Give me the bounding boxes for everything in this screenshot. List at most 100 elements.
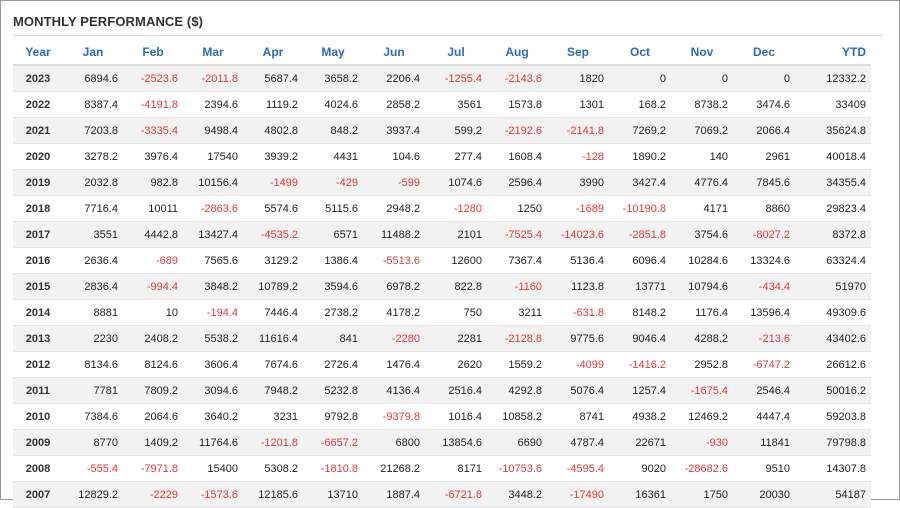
table-row: 2019 2032.8 982.8 10156.4 -1499 -429 -599 1074.… [13,169,871,196]
value-cell-sep: 8741 [547,403,609,430]
value-cell-may: 3594.6 [303,273,363,300]
value-cell-jan: 2636.4 [63,247,123,274]
value-cell-mar: 3094.6 [183,377,243,404]
value-cell-sep: 9775.6 [547,325,609,352]
year-cell: 2015 [13,273,63,300]
value-cell-mar: -1573.6 [183,481,243,508]
year-cell: 2008 [13,455,63,482]
value-cell-dec: -6747.2 [733,351,795,378]
value-cell-jun: -2280 [363,325,425,352]
value-cell-dec: 9510 [733,455,795,482]
value-cell-aug: 2596.4 [487,169,547,196]
value-cell-apr: 7674.6 [243,351,303,378]
value-cell-dec: 11841 [733,429,795,456]
value-cell-apr: 5687.4 [243,65,303,92]
value-cell-aug: 3448.2 [487,481,547,508]
value-cell-may: 4431 [303,143,363,170]
value-cell-aug: 1250 [487,195,547,222]
column-header-aug: Aug [487,40,547,66]
value-cell-nov: -930 [671,429,733,456]
value-cell-ytd: 12332.2 [795,65,871,92]
value-cell-apr: 10789.2 [243,273,303,300]
value-cell-mar: 3848.2 [183,273,243,300]
value-cell-ytd: 33409 [795,91,871,118]
value-cell-jun: 1476.4 [363,351,425,378]
table-row: 2010 7384.6 2064.6 3640.2 3231 9792.8 -9379.8 1… [13,403,871,430]
value-cell-aug: 10858.2 [487,403,547,430]
value-cell-mar: 13427.4 [183,221,243,248]
value-cell-feb: 2408.2 [123,325,183,352]
value-cell-jan: 8770 [63,429,123,456]
value-cell-jun: 2206.4 [363,65,425,92]
value-cell-ytd: 14307.8 [795,455,871,482]
value-cell-jul: 1016.4 [425,403,487,430]
value-cell-dec: 2961 [733,143,795,170]
value-cell-dec: -434.4 [733,273,795,300]
value-cell-jan: 8881 [63,299,123,326]
value-cell-apr: 1119.2 [243,91,303,118]
year-cell: 2010 [13,403,63,430]
table-row: 2007 12829.2 -2229 -1573.6 12185.6 13710 1887.… [13,481,871,508]
value-cell-feb: -2229 [123,481,183,508]
value-cell-dec: -8027.2 [733,221,795,248]
value-cell-dec: 7845.6 [733,169,795,196]
value-cell-jan: 2230 [63,325,123,352]
value-cell-jan: 3278.2 [63,143,123,170]
value-cell-sep: 4787.4 [547,429,609,456]
column-header-year: Year [13,40,63,66]
value-cell-oct: 9020 [609,455,671,482]
value-cell-mar: 5538.2 [183,325,243,352]
value-cell-jun: 104.6 [363,143,425,170]
value-cell-apr: 5574.6 [243,195,303,222]
value-cell-sep: 1820 [547,65,609,92]
value-cell-sep: -1689 [547,195,609,222]
year-cell: 2018 [13,195,63,222]
table-row: 2012 8134.6 8124.6 3606.4 7674.6 2726.4 1476.4… [13,351,871,378]
value-cell-jun: 4178.2 [363,299,425,326]
value-cell-oct: -10190.8 [609,195,671,222]
value-cell-sep: 1301 [547,91,609,118]
value-cell-sep: -631.8 [547,299,609,326]
value-cell-mar: 15400 [183,455,243,482]
value-cell-apr: -1201.8 [243,429,303,456]
value-cell-may: 13710 [303,481,363,508]
value-cell-ytd: 8372.8 [795,221,871,248]
value-cell-apr: 12185.6 [243,481,303,508]
value-cell-jul: 2101 [425,221,487,248]
monthly-performance-table: Year Jan Feb Mar Apr May Jun Jul Aug Sep Oct Nov Dec… [13,40,871,508]
value-cell-mar: -194.4 [183,299,243,326]
year-cell: 2019 [13,169,63,196]
value-cell-jun: 11488.2 [363,221,425,248]
value-cell-aug: -2192.6 [487,117,547,144]
value-cell-feb: 8124.6 [123,351,183,378]
value-cell-oct: 4938.2 [609,403,671,430]
year-cell: 2011 [13,377,63,404]
column-header-ytd: YTD [795,40,871,66]
value-cell-nov: 4776.4 [671,169,733,196]
value-cell-jul: 3561 [425,91,487,118]
value-cell-oct: 168.2 [609,91,671,118]
value-cell-dec: 20030 [733,481,795,508]
year-cell: 2014 [13,299,63,326]
value-cell-dec: 13324.6 [733,247,795,274]
value-cell-ytd: 26612.6 [795,351,871,378]
value-cell-jul: 750 [425,299,487,326]
value-cell-jul: 2281 [425,325,487,352]
value-cell-ytd: 54187 [795,481,871,508]
value-cell-nov: -28682.6 [671,455,733,482]
value-cell-nov: 8738.2 [671,91,733,118]
value-cell-may: 5232.8 [303,377,363,404]
value-cell-aug: -2143.6 [487,65,547,92]
value-cell-may: 1386.4 [303,247,363,274]
table-row: 2011 7781 7809.2 3094.6 7948.2 5232.8 4136.4 25… [13,377,871,404]
value-cell-aug: -10753.6 [487,455,547,482]
table-row: 2008 -555.4 -7971.8 15400 5308.2 -1810.8 21268… [13,455,871,482]
value-cell-may: 5115.6 [303,195,363,222]
year-cell: 2023 [13,65,63,92]
value-cell-nov: 7069.2 [671,117,733,144]
page-title: MONTHLY PERFORMANCE ($) [13,14,204,29]
value-cell-mar: 3640.2 [183,403,243,430]
year-cell: 2016 [13,247,63,274]
value-cell-apr: 3939.2 [243,143,303,170]
value-cell-dec: 0 [733,65,795,92]
